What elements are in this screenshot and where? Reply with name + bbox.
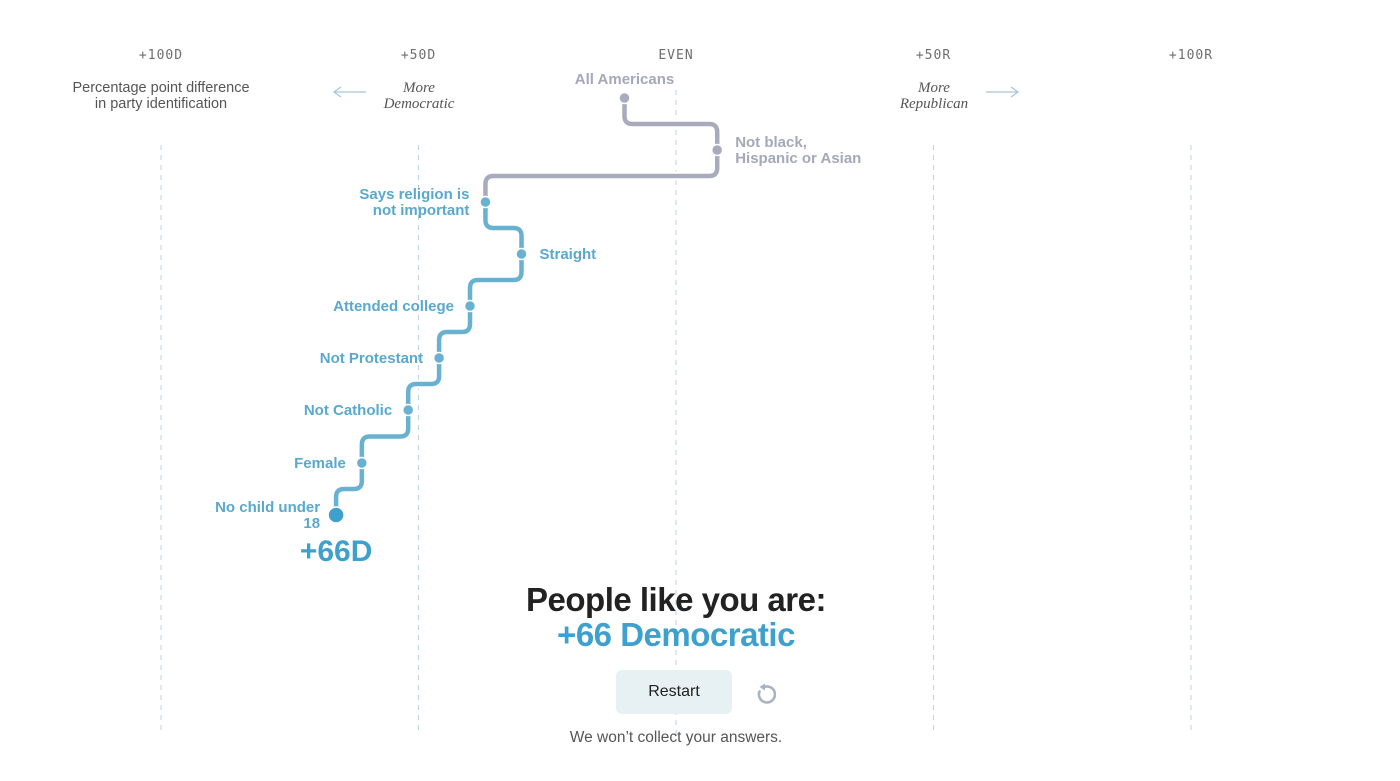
direction-label-republican-line-0: More <box>917 80 950 96</box>
step-point-5 <box>432 351 446 365</box>
step-label-2: Says religion is not important <box>359 186 469 219</box>
step-point-2 <box>479 195 492 209</box>
direction-label-republican: More Republican <box>899 80 968 112</box>
result-heading: People like you are: <box>526 581 826 618</box>
direction-label-republican-line-1: Republican <box>899 96 968 112</box>
tick-label-2: EVEN <box>658 48 693 63</box>
step-label-0: All Americans <box>575 71 675 88</box>
result-value: +66 Democratic <box>557 616 795 653</box>
step-point-4 <box>463 299 477 313</box>
connector-3 <box>467 251 524 309</box>
step-point-0 <box>618 91 631 105</box>
tick-label-4: +100R <box>1169 48 1213 63</box>
step-label-2-line-0: Says religion is <box>359 186 469 203</box>
step-point-6 <box>401 403 415 417</box>
step-label-5-line-0: Not Protestant <box>320 350 423 367</box>
step-label-7-line-0: Female <box>294 455 346 472</box>
connector-6 <box>359 407 411 466</box>
final-value-label: +66D <box>300 535 373 568</box>
step-label-4-line-0: Attended college <box>333 298 454 315</box>
step-label-1-line-0: Not black, <box>735 134 807 151</box>
step-label-8-line-1: 18 <box>303 515 320 532</box>
axis-note-line-0: Percentage point difference <box>72 80 249 96</box>
step-label-1-line-1: Hispanic or Asian <box>735 150 861 167</box>
step-label-2-line-1: not important <box>373 202 470 219</box>
direction-label-democratic: More Democratic <box>383 80 455 112</box>
direction-label-democratic-line-1: Democratic <box>383 96 455 112</box>
step-label-6-line-0: Not Catholic <box>304 402 392 419</box>
tick-label-0: +100D <box>139 48 183 63</box>
axis-note: Percentage point difference in party iden… <box>72 80 249 112</box>
restart-button[interactable]: Restart <box>616 670 732 714</box>
step-point-3 <box>515 247 528 261</box>
connector-5 <box>405 355 442 413</box>
connector-7 <box>333 460 365 518</box>
axis-note-line-1: in party identification <box>95 96 227 112</box>
step-label-0-line-0: All Americans <box>575 71 675 88</box>
step-label-4: Attended college <box>333 298 454 315</box>
arrow-right-icon <box>986 86 1020 98</box>
step-point-7 <box>355 456 369 470</box>
connector-4 <box>436 303 473 361</box>
direction-label-democratic-line-0: More <box>402 80 435 96</box>
arrow-left-icon <box>332 86 366 98</box>
step-label-8: No child under 18 <box>215 499 320 532</box>
connector-2 <box>483 199 524 257</box>
step-label-6: Not Catholic <box>304 402 392 419</box>
privacy-note: We won’t collect your answers. <box>569 729 783 746</box>
connector-1 <box>483 147 720 205</box>
tick-label-1: +50D <box>401 48 436 63</box>
step-point-8 <box>327 506 345 524</box>
step-label-7: Female <box>294 455 346 472</box>
step-label-5: Not Protestant <box>320 350 423 367</box>
restart-icon[interactable] <box>752 682 776 706</box>
step-label-8-line-0: No child under <box>215 499 320 516</box>
tick-label-3: +50R <box>916 48 951 63</box>
step-point-1 <box>710 143 724 157</box>
step-label-3-line-0: Straight <box>540 246 597 263</box>
step-label-3: Straight <box>540 246 597 263</box>
step-label-1: Not black, Hispanic or Asian <box>735 134 861 167</box>
connector-0 <box>622 95 720 153</box>
